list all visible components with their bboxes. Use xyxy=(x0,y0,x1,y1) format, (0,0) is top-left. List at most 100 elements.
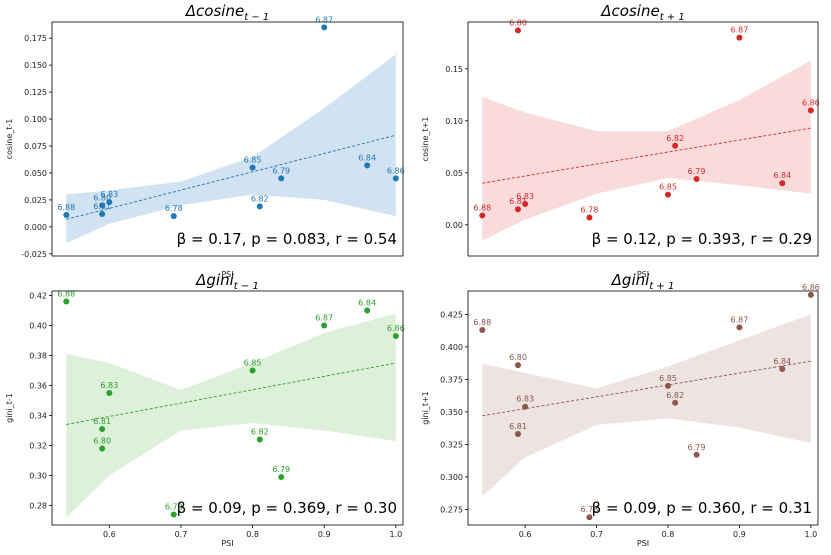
data-point xyxy=(736,324,743,331)
data-point xyxy=(392,175,399,182)
panel-title: Δcosinet − 1 xyxy=(185,2,269,23)
data-point xyxy=(779,366,786,372)
y-tick-label: 0.42 xyxy=(29,292,47,301)
y-tick-label: 0.125 xyxy=(24,88,47,97)
y-tick-label: 0.400 xyxy=(440,343,463,352)
y-tick-label: 0.325 xyxy=(440,440,463,449)
y-axis-label: gini_t+1 xyxy=(421,391,430,425)
y-tick-label: 0.05 xyxy=(445,169,463,178)
y-tick-label: 0.38 xyxy=(29,352,47,361)
confidence-band xyxy=(482,314,811,497)
point-label: 6.86 xyxy=(802,98,820,107)
point-label: 6.79 xyxy=(688,167,706,176)
x-tick-label: 0.8 xyxy=(246,530,259,539)
point-label: 6.88 xyxy=(473,318,491,327)
data-point xyxy=(479,327,486,333)
data-point xyxy=(515,362,521,369)
data-point xyxy=(170,511,177,518)
data-point xyxy=(278,474,285,480)
y-tick-label: 0.050 xyxy=(24,169,47,178)
axes-frame xyxy=(51,290,404,526)
point-label: 6.87 xyxy=(731,26,749,35)
stats-annotation: β = 0.09, p = 0.360, r = 0.31 xyxy=(592,499,812,517)
point-label: 6.87 xyxy=(315,314,333,323)
x-tick-label: 1.0 xyxy=(804,530,817,539)
point-label: 6.83 xyxy=(516,395,534,404)
data-point xyxy=(256,203,263,210)
point-label: 6.83 xyxy=(100,381,118,390)
y-axis-label: cosine_t+1 xyxy=(421,117,430,162)
y-tick-label: 0.350 xyxy=(440,408,463,417)
point-label: 6.82 xyxy=(666,134,684,143)
point-label: 6.81 xyxy=(509,197,527,206)
confidence-band xyxy=(66,54,396,244)
y-tick-label: 0.300 xyxy=(440,473,463,482)
panel-cosine-t-minus-1: 6.886.816.806.836.786.856.826.796.876.84… xyxy=(5,2,405,279)
regression-line xyxy=(482,360,811,417)
data-point xyxy=(522,403,529,410)
stats-annotation: β = 0.09, p = 0.369, r = 0.30 xyxy=(177,499,397,517)
point-label: 6.84 xyxy=(773,171,791,180)
data-point xyxy=(736,34,743,41)
point-label: 6.78 xyxy=(581,206,599,215)
data-point xyxy=(665,191,671,198)
y-axis-label: cosine_t-1 xyxy=(5,119,14,160)
y-tick-label: 0.30 xyxy=(29,472,47,481)
x-tick-label: 0.6 xyxy=(103,530,116,539)
point-label: 6.83 xyxy=(516,192,534,201)
y-tick-label: 0.425 xyxy=(440,310,463,319)
point-label: 6.78 xyxy=(165,204,183,213)
point-label: 6.79 xyxy=(688,443,706,452)
point-label: 6.80 xyxy=(509,353,527,362)
x-tick-label: 0.7 xyxy=(590,530,603,539)
point-label: 6.86 xyxy=(387,166,405,175)
y-tick-label: 0.375 xyxy=(440,375,463,384)
x-axis-label: PSI xyxy=(637,539,649,548)
y-tick-label: -0.025 xyxy=(21,250,47,259)
data-point xyxy=(106,390,113,396)
y-tick-label: 0.10 xyxy=(445,117,463,126)
data-point xyxy=(479,212,486,219)
panel-title: Δginit − 1 xyxy=(195,271,259,292)
point-label: 6.80 xyxy=(93,193,111,202)
y-tick-label: 0.34 xyxy=(29,412,47,421)
data-point xyxy=(99,210,106,217)
data-point xyxy=(321,24,328,31)
data-point xyxy=(515,27,521,34)
point-label: 6.81 xyxy=(509,422,527,431)
point-label: 6.88 xyxy=(57,290,75,299)
data-point xyxy=(364,307,371,314)
y-tick-label: 0.15 xyxy=(445,65,463,74)
x-axis-label: PSI xyxy=(221,539,233,548)
y-tick-label: 0.150 xyxy=(24,61,47,70)
axes-frame xyxy=(51,21,404,257)
point-label: 6.85 xyxy=(244,156,262,165)
point-label: 6.88 xyxy=(57,203,75,212)
point-label: 6.85 xyxy=(659,183,677,192)
point-label: 6.83 xyxy=(100,190,118,199)
point-label: 6.78 xyxy=(165,503,183,512)
data-point xyxy=(170,213,177,220)
regression-line xyxy=(66,134,396,220)
confidence-band xyxy=(482,60,811,241)
panel-title: Δcosinet + 1 xyxy=(600,2,684,23)
data-point xyxy=(672,142,679,149)
y-tick-label: 0.00 xyxy=(445,221,463,230)
x-tick-label: 0.8 xyxy=(662,530,675,539)
confidence-band xyxy=(66,313,396,518)
data-point xyxy=(515,431,521,437)
panel-gini-t-plus-1: 6.88 6.81 6.80 6.83 6.78 6.85 6.82 6.79 6.87 6.84… xyxy=(421,271,820,548)
data-point xyxy=(63,212,70,219)
point-label: 6.87 xyxy=(731,315,749,324)
data-point xyxy=(665,382,671,389)
data-point xyxy=(106,199,113,206)
point-label: 6.79 xyxy=(272,166,290,175)
x-axis-label: PSI xyxy=(221,270,233,279)
point-label: 6.85 xyxy=(244,359,262,368)
regression-line xyxy=(66,362,396,425)
point-label: 6.82 xyxy=(251,428,269,437)
point-label: 6.78 xyxy=(581,505,599,514)
axes-frame xyxy=(467,21,819,257)
data-point xyxy=(807,291,814,298)
point-label: 6.84 xyxy=(358,299,376,308)
